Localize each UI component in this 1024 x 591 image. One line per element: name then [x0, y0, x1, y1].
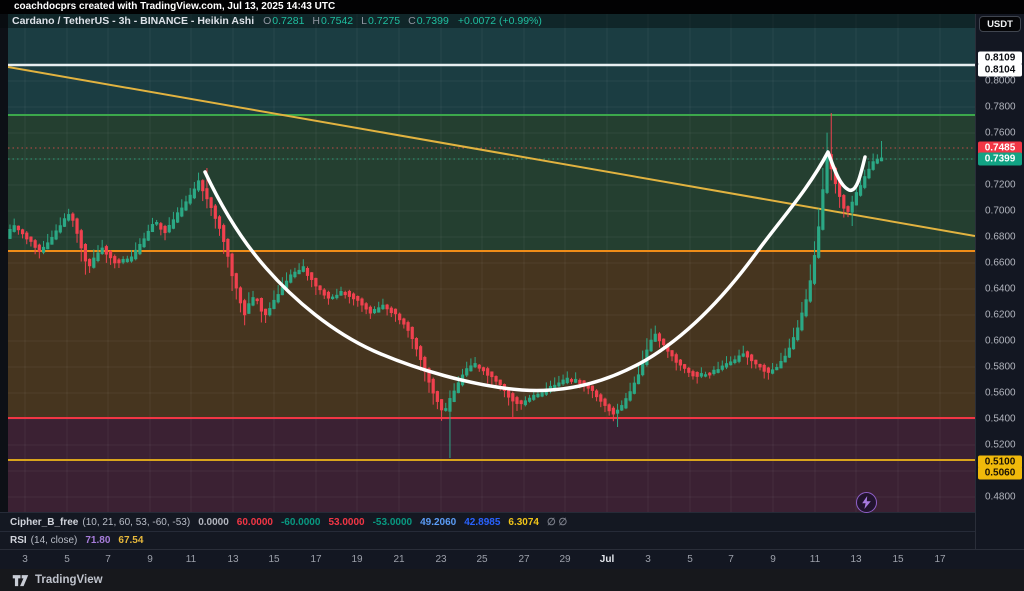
indicator-value: 60.0000 [236, 516, 273, 528]
indicator-value: 49.2060 [420, 516, 457, 528]
time-axis-label: 13 [227, 554, 239, 565]
cipher-indicator-values: 0.0000 60.0000 -60.0000 53.0000 -53.0000 49.2… [198, 517, 575, 528]
price-tag-0.8104: 0.8104 [978, 63, 1022, 77]
price-axis-label: 0.4800 [985, 491, 1016, 503]
price-axis-label: 0.7000 [985, 205, 1016, 217]
symbol-legend[interactable]: Cardano / TetherUS - 3h - BINANCE - Heik… [0, 14, 975, 28]
time-axis-label: 15 [892, 554, 904, 565]
price-tag-0.7399: 0.7399 [978, 152, 1022, 166]
price-axis-label: 0.5800 [985, 361, 1016, 373]
price-axis-label: 0.5400 [985, 413, 1016, 425]
watermark-bar: coachdocprs created with TradingView.com… [0, 0, 1024, 14]
rsi-indicator-pane[interactable]: RSI (14, close) 71.80 67.54 [0, 531, 975, 549]
time-axis-label: 9 [770, 554, 776, 565]
ohlc-c: C 0.7399 [408, 15, 449, 27]
time-axis-label: 23 [435, 554, 447, 565]
ohlc-values: O 0.7281 H 0.7542 L 0.7275 C 0.7399 [263, 15, 449, 27]
indicator-value: 42.8985 [464, 516, 501, 528]
lightning-icon [862, 496, 871, 509]
tradingview-logo-icon[interactable] [12, 574, 29, 587]
time-axis-label: 17 [310, 554, 322, 565]
watermark-text: coachdocprs created with TradingView.com… [14, 1, 336, 12]
time-axis-label: 5 [687, 554, 693, 565]
time-axis[interactable]: 3 5 7 9 11 13 15 17 19 21 23 25 27 29 Jul 3 5 7 9 11 13 15 17 [0, 549, 1024, 569]
indicator-value: ∅ ∅ [546, 516, 568, 528]
price-tag-0.5060: 0.5060 [978, 466, 1022, 480]
price-change: +0.0072 (+0.99%) [457, 15, 542, 27]
time-axis-label: 17 [934, 554, 946, 565]
price-axis[interactable]: USDT 0.8000 0.7800 0.7600 0.7200 0.7000 0.680… [975, 14, 1024, 549]
price-tag-0.7485: 0.7485 [978, 141, 1022, 155]
indicator-value: -53.0000 [372, 516, 413, 528]
rsi-indicator-values: 71.80 67.54 [85, 535, 151, 546]
descending-trendline [8, 66, 975, 237]
time-axis-label: 19 [351, 554, 363, 565]
indicator-value: 67.54 [118, 535, 144, 546]
indicator-value: 53.0000 [328, 516, 365, 528]
time-axis-label: 5 [64, 554, 70, 565]
indicator-value: 6.3074 [508, 516, 539, 528]
price-axis-label: 0.8000 [985, 75, 1016, 87]
price-axis-label: 0.7800 [985, 101, 1016, 113]
cup-pattern-curve [203, 150, 867, 393]
indicator-value: 0.0000 [198, 516, 229, 528]
time-axis-label: 29 [559, 554, 571, 565]
price-axis-label: 0.6200 [985, 309, 1016, 321]
indicator-value: 71.80 [85, 535, 111, 546]
time-axis-label: 27 [518, 554, 530, 565]
price-axis-label: 0.6400 [985, 283, 1016, 295]
price-axis-label: 0.7200 [985, 179, 1016, 191]
price-tag-0.5100: 0.5100 [978, 455, 1022, 469]
indicator-value: -60.0000 [280, 516, 321, 528]
footer-bar: TradingView [0, 569, 1024, 591]
boost-button[interactable] [856, 492, 877, 513]
price-tag-0.8109: 0.8109 [978, 51, 1022, 65]
time-axis-label: 3 [645, 554, 651, 565]
price-axis-label: 0.7600 [985, 127, 1016, 139]
ohlc-l: L 0.7275 [361, 15, 401, 27]
ohlc-o: O 0.7281 [263, 15, 305, 27]
footer-brand-text[interactable]: TradingView [35, 574, 103, 586]
price-axis-label: 0.5600 [985, 387, 1016, 399]
price-axis-label: 0.6600 [985, 257, 1016, 269]
time-axis-label: 25 [476, 554, 488, 565]
cipher-indicator-name[interactable]: Cipher_B_free [10, 516, 79, 528]
cipher-indicator-params: (10, 21, 60, 53, -60, -53) [82, 516, 191, 528]
time-axis-label: 13 [850, 554, 862, 565]
cipher-indicator-pane[interactable]: Cipher_B_free (10, 21, 60, 53, -60, -53)… [0, 512, 975, 531]
rsi-indicator-name[interactable]: RSI [10, 535, 27, 546]
price-axis-label: 0.5200 [985, 439, 1016, 451]
time-axis-label: 7 [728, 554, 734, 565]
price-axis-label: 0.6800 [985, 231, 1016, 243]
price-axis-label: 0.6000 [985, 335, 1016, 347]
time-axis-label: 11 [185, 554, 197, 565]
time-axis-label: 21 [393, 554, 405, 565]
symbol-title[interactable]: Cardano / TetherUS - 3h - BINANCE - Heik… [12, 15, 255, 27]
ohlc-h: H 0.7542 [312, 15, 354, 27]
time-axis-label: 9 [147, 554, 153, 565]
time-axis-label: 7 [105, 554, 111, 565]
time-axis-label: 3 [22, 554, 28, 565]
time-axis-label: 11 [809, 554, 821, 565]
currency-toggle-button[interactable]: USDT [979, 16, 1021, 32]
time-axis-label: Jul [599, 554, 615, 565]
lower-support-zone [8, 418, 975, 512]
rsi-indicator-params: (14, close) [30, 535, 78, 546]
time-axis-label: 15 [268, 554, 280, 565]
